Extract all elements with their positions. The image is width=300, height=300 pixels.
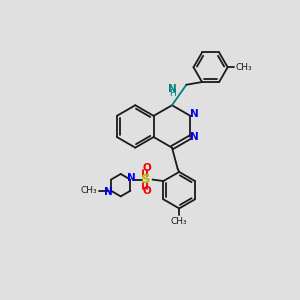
Text: CH₃: CH₃	[236, 63, 253, 72]
Text: N: N	[190, 110, 198, 119]
Text: N: N	[128, 173, 136, 183]
Text: N: N	[168, 83, 177, 94]
Text: O: O	[143, 186, 152, 197]
Text: H: H	[169, 89, 176, 98]
Text: N: N	[190, 132, 198, 142]
Text: O: O	[143, 163, 152, 173]
Text: CH₃: CH₃	[81, 186, 97, 195]
Text: S: S	[141, 173, 151, 186]
Text: N: N	[104, 187, 113, 197]
Text: CH₃: CH₃	[171, 217, 188, 226]
